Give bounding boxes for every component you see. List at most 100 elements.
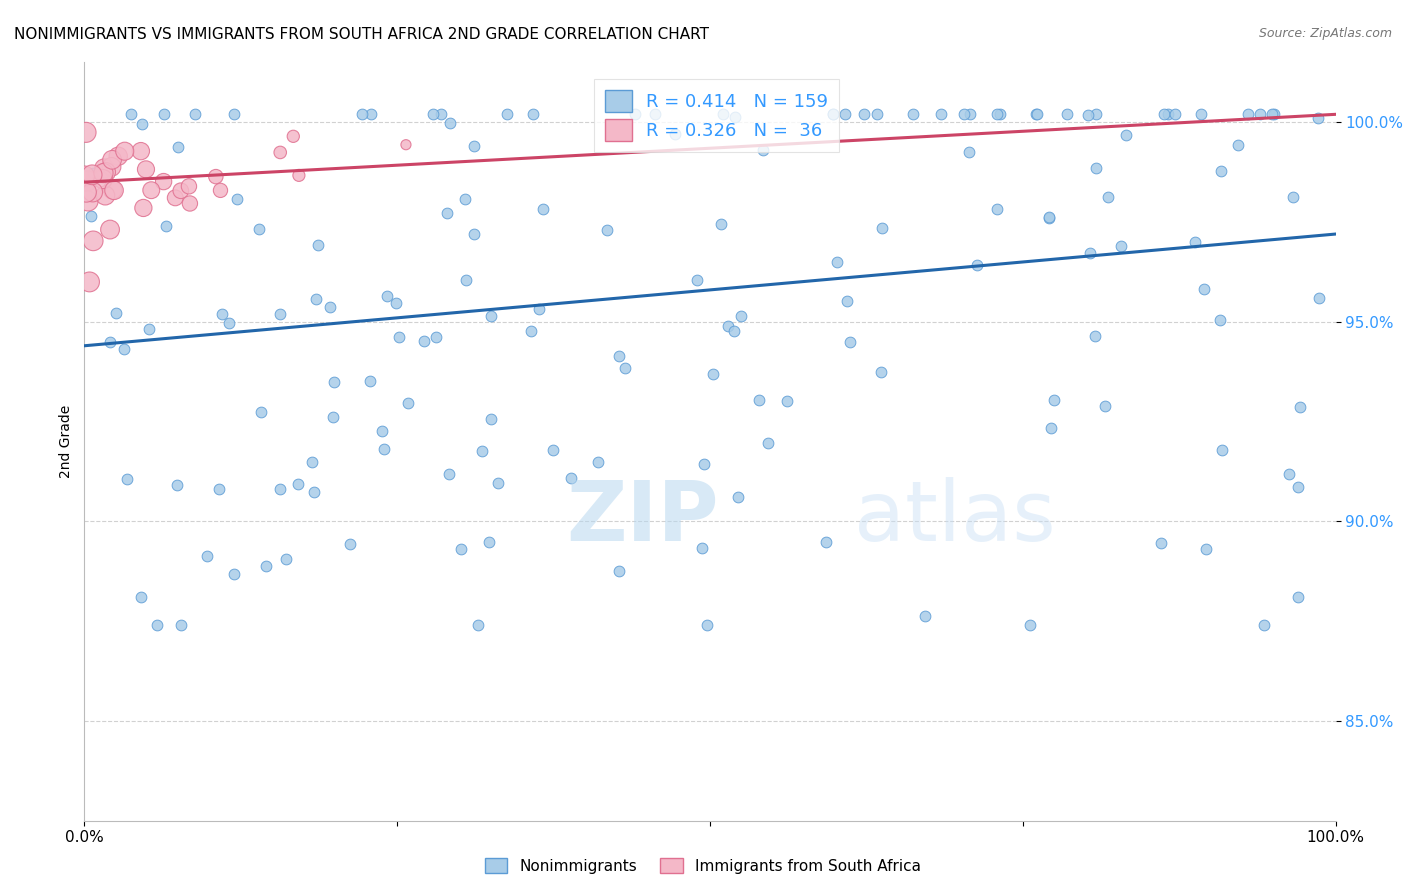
Point bbox=[1306, 111, 1329, 125]
Point bbox=[1084, 161, 1107, 176]
Point bbox=[141, 183, 163, 197]
Point bbox=[82, 166, 104, 180]
Point bbox=[100, 160, 122, 174]
Point bbox=[269, 482, 291, 496]
Point bbox=[287, 477, 309, 491]
Point bbox=[1056, 107, 1078, 121]
Point bbox=[664, 128, 686, 142]
Point bbox=[73, 169, 96, 183]
Point bbox=[155, 219, 177, 234]
Point bbox=[1043, 392, 1066, 407]
Point bbox=[1164, 107, 1187, 121]
Point bbox=[1286, 480, 1309, 494]
Point bbox=[839, 335, 862, 350]
Point bbox=[209, 183, 232, 197]
Point bbox=[205, 169, 228, 184]
Point bbox=[914, 608, 936, 623]
Point bbox=[986, 202, 1008, 216]
Point bbox=[560, 470, 582, 484]
Point bbox=[607, 349, 630, 363]
Point bbox=[463, 227, 485, 241]
Point bbox=[1189, 107, 1212, 121]
Point bbox=[385, 296, 408, 310]
Point bbox=[903, 107, 925, 121]
Point bbox=[1261, 107, 1284, 121]
Point bbox=[373, 442, 395, 456]
Point bbox=[730, 310, 752, 324]
Point bbox=[966, 258, 988, 272]
Point bbox=[713, 107, 735, 121]
Point bbox=[129, 144, 152, 158]
Point bbox=[1077, 108, 1099, 122]
Point bbox=[693, 457, 716, 471]
Point bbox=[224, 566, 246, 581]
Point bbox=[613, 361, 636, 376]
Point bbox=[450, 541, 472, 556]
Point bbox=[1209, 312, 1232, 326]
Point bbox=[1115, 128, 1137, 142]
Point bbox=[80, 209, 103, 223]
Point bbox=[1018, 618, 1040, 632]
Point bbox=[986, 107, 1008, 121]
Point bbox=[541, 442, 564, 457]
Point bbox=[710, 217, 733, 231]
Point bbox=[1094, 400, 1116, 414]
Point bbox=[76, 174, 98, 188]
Text: atlas: atlas bbox=[853, 477, 1056, 558]
Point bbox=[1211, 442, 1233, 457]
Point bbox=[91, 172, 114, 186]
Point bbox=[177, 179, 200, 194]
Point bbox=[454, 192, 477, 206]
Point bbox=[93, 161, 115, 176]
Point bbox=[870, 220, 893, 235]
Point bbox=[101, 183, 124, 197]
Point bbox=[131, 117, 153, 131]
Point bbox=[305, 292, 328, 306]
Point bbox=[929, 107, 952, 121]
Point bbox=[1289, 400, 1312, 414]
Point bbox=[375, 289, 398, 303]
Point bbox=[77, 194, 100, 208]
Point bbox=[82, 234, 104, 248]
Text: ZIP: ZIP bbox=[567, 477, 718, 558]
Point bbox=[82, 185, 104, 199]
Point bbox=[396, 395, 419, 409]
Y-axis label: 2nd Grade: 2nd Grade bbox=[59, 405, 73, 478]
Point bbox=[1281, 190, 1303, 204]
Point bbox=[486, 476, 509, 491]
Point bbox=[323, 376, 346, 390]
Point bbox=[834, 107, 856, 121]
Point bbox=[437, 467, 460, 482]
Point bbox=[79, 275, 101, 289]
Point bbox=[269, 307, 291, 321]
Point bbox=[644, 107, 666, 121]
Point bbox=[103, 183, 125, 197]
Point bbox=[825, 255, 848, 269]
Point bbox=[249, 405, 271, 419]
Point bbox=[222, 107, 245, 121]
Point bbox=[696, 618, 718, 632]
Point bbox=[112, 343, 135, 357]
Point bbox=[101, 153, 124, 167]
Point bbox=[388, 330, 411, 344]
Point bbox=[959, 107, 981, 121]
Point bbox=[195, 549, 218, 564]
Point bbox=[359, 374, 381, 388]
Point bbox=[170, 184, 193, 198]
Point bbox=[152, 175, 174, 189]
Point bbox=[752, 144, 775, 158]
Point bbox=[283, 129, 305, 144]
Point bbox=[120, 107, 142, 121]
Point bbox=[395, 137, 418, 152]
Point bbox=[1195, 542, 1218, 557]
Point bbox=[170, 618, 193, 632]
Point bbox=[1249, 107, 1271, 121]
Point bbox=[471, 443, 494, 458]
Point bbox=[454, 273, 477, 287]
Point bbox=[1026, 107, 1049, 121]
Point bbox=[138, 322, 160, 336]
Point bbox=[425, 330, 447, 344]
Point bbox=[135, 162, 157, 177]
Point bbox=[495, 107, 517, 121]
Point bbox=[94, 165, 117, 179]
